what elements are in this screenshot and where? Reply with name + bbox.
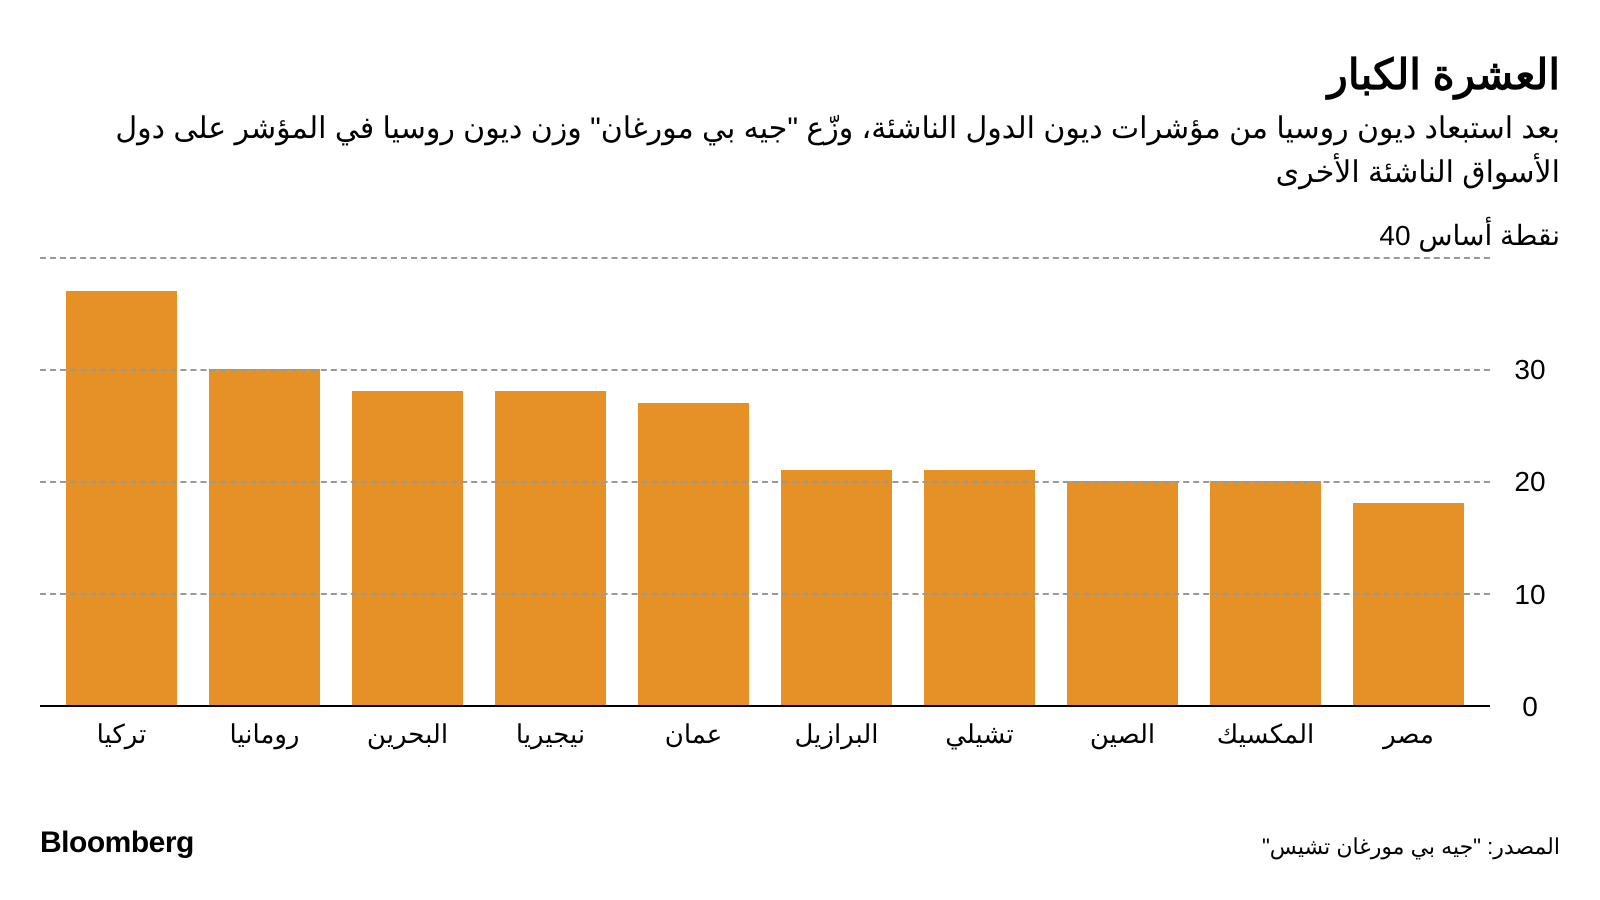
x-axis-label: عمان	[622, 719, 765, 750]
bar	[66, 291, 178, 705]
bar	[638, 403, 750, 705]
x-labels-container: تركيارومانياالبحريننيجيرياعمانالبرازيلتش…	[40, 707, 1490, 750]
x-axis-label: رومانيا	[193, 719, 336, 750]
brand-logo: Bloomberg	[40, 826, 194, 860]
x-axis-label: البحرين	[336, 719, 479, 750]
bar	[352, 391, 464, 705]
bar	[209, 369, 321, 705]
y-tick-label: 30	[1500, 354, 1560, 386]
grid-line	[40, 593, 1490, 595]
y-axis-unit-label: 40 نقطة أساس	[40, 219, 1560, 252]
x-axis-label: المكسيك	[1194, 719, 1337, 750]
grid-line	[40, 369, 1490, 371]
chart-title: العشرة الكبار	[40, 50, 1560, 99]
bar	[1353, 503, 1465, 705]
grid-line	[40, 257, 1490, 259]
chart-area: 0102030	[40, 257, 1560, 707]
grid-line	[40, 481, 1490, 483]
bar	[924, 470, 1036, 705]
x-axis-label: نيجيريا	[479, 719, 622, 750]
chart-subtitle: بعد استبعاد ديون روسيا من مؤشرات ديون ال…	[40, 107, 1560, 194]
x-axis-label: مصر	[1337, 719, 1480, 750]
x-axis-label: البرازيل	[765, 719, 908, 750]
footer: Bloomberg المصدر: "جيه بي مورغان تشيس"	[40, 826, 1560, 860]
source-text: المصدر: "جيه بي مورغان تشيس"	[1262, 834, 1560, 860]
y-tick-label: 20	[1500, 466, 1560, 498]
y-tick-label: 10	[1500, 579, 1560, 611]
bar	[495, 391, 607, 705]
x-axis-label: تركيا	[50, 719, 193, 750]
bar	[781, 470, 893, 705]
x-axis-label: تشيلي	[908, 719, 1051, 750]
x-axis-label: الصين	[1051, 719, 1194, 750]
plot-area	[40, 257, 1490, 707]
y-tick-label: 0	[1500, 691, 1560, 723]
